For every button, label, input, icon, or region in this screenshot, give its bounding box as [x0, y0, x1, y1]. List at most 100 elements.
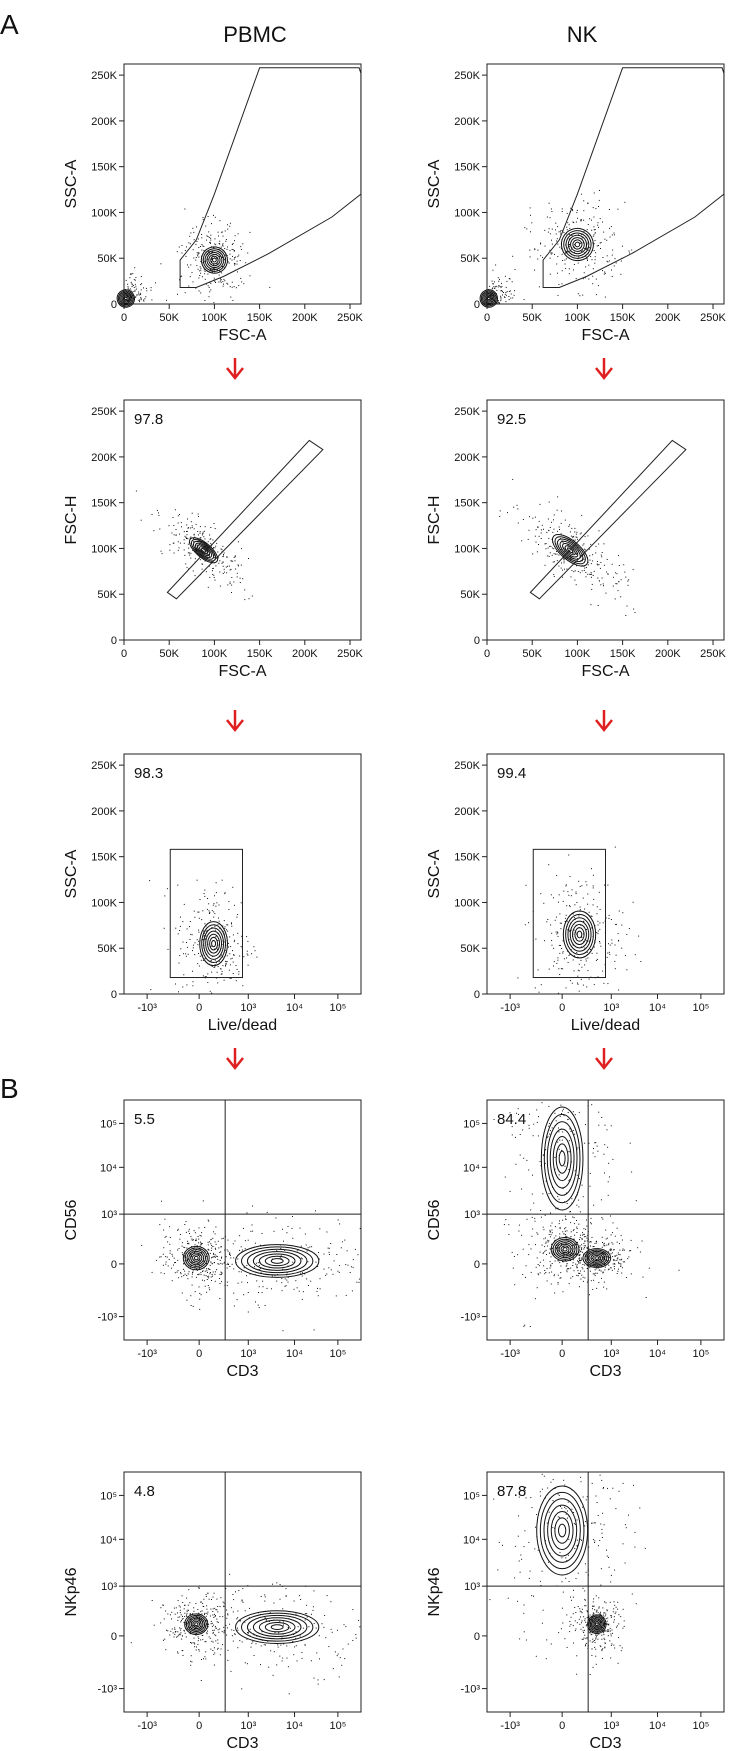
event-dot: [607, 1635, 609, 1637]
x-tick-label: 10⁵: [329, 1002, 346, 1014]
event-dot: [604, 296, 606, 298]
event-dot: [546, 1245, 548, 1247]
event-dot: [211, 269, 213, 271]
event-dot: [572, 551, 574, 553]
y-tick-label: 10⁴: [100, 1162, 117, 1174]
event-dot: [585, 1499, 587, 1501]
event-dot: [579, 886, 581, 887]
contour-ring: [241, 1612, 314, 1642]
event-dot: [315, 1627, 317, 1629]
event-dot: [569, 1259, 571, 1261]
event-dot: [594, 1522, 596, 1523]
event-dot: [614, 258, 616, 260]
event-dot: [574, 1133, 576, 1135]
event-dot: [566, 1263, 568, 1264]
event-dot: [571, 982, 573, 984]
contour-ring: [592, 1619, 602, 1629]
event-dot: [317, 1287, 318, 1289]
contour-ring: [552, 1238, 578, 1260]
event-dot: [198, 965, 200, 967]
event-dot: [536, 1287, 538, 1289]
event-dot: [582, 1264, 584, 1265]
event-dot: [593, 226, 595, 228]
event-dot: [557, 226, 559, 228]
event-dot: [591, 1257, 593, 1259]
event-dot: [557, 1274, 559, 1276]
event-dot: [309, 1246, 311, 1248]
event-dot: [562, 1256, 564, 1258]
event-dot: [213, 577, 215, 578]
event-dot: [585, 255, 587, 257]
event-dot: [571, 1253, 573, 1254]
event-dot: [630, 1250, 632, 1252]
event-dot: [583, 219, 585, 221]
event-dot: [195, 287, 197, 289]
event-dot: [201, 1613, 203, 1615]
y-tick-label: 10⁵: [100, 1118, 117, 1130]
event-dot: [140, 297, 142, 298]
event-dot: [187, 1243, 188, 1245]
event-dot: [228, 909, 230, 910]
event-dot: [564, 259, 566, 261]
event-dot: [201, 1243, 203, 1244]
event-dot: [208, 1287, 210, 1289]
event-dot: [561, 922, 562, 924]
event-dot: [563, 558, 564, 560]
event-dot: [127, 283, 129, 285]
event-dot: [227, 246, 228, 248]
event-dot: [577, 969, 579, 971]
event-dot: [138, 293, 140, 295]
event-dot: [192, 947, 194, 949]
y-axis-label: CD56: [426, 1199, 443, 1240]
event-dot: [591, 229, 593, 231]
event-dot: [185, 1231, 187, 1233]
event-dot: [231, 577, 233, 578]
event-dot: [225, 1624, 227, 1626]
event-dot: [196, 252, 198, 254]
event-dot: [572, 959, 574, 961]
event-dot: [187, 543, 189, 545]
event-dot: [198, 1650, 200, 1652]
event-dot: [621, 1647, 623, 1649]
event-dot: [221, 1631, 223, 1633]
event-dot: [177, 1616, 179, 1618]
event-dot: [522, 1248, 524, 1250]
event-dot: [560, 233, 562, 235]
event-dot: [216, 1269, 218, 1271]
event-dot: [199, 1298, 201, 1300]
event-dot: [296, 1287, 298, 1289]
event-dot: [585, 1521, 587, 1523]
event-dot: [548, 1272, 550, 1274]
event-dot: [195, 257, 197, 258]
event-dot: [231, 584, 233, 586]
event-dot: [213, 574, 215, 576]
event-dot: [204, 270, 206, 272]
event-dot: [610, 1215, 611, 1217]
event-dot: [181, 252, 183, 254]
event-dot: [230, 1257, 232, 1259]
event-dot: [610, 1615, 612, 1617]
event-dot: [586, 1265, 588, 1267]
event-dot: [590, 949, 591, 950]
event-dot: [563, 1253, 565, 1254]
event-dot: [179, 1606, 181, 1608]
event-dot: [206, 1276, 208, 1278]
event-dot: [551, 1232, 553, 1234]
event-dot: [299, 1635, 301, 1637]
event-dot: [554, 1168, 556, 1170]
event-dot: [604, 1269, 606, 1271]
event-dot: [186, 534, 188, 536]
event-dot: [294, 1646, 296, 1648]
event-dot: [211, 1247, 213, 1249]
event-dot: [627, 1258, 629, 1260]
event-dot: [209, 1269, 211, 1270]
event-dot: [489, 285, 491, 287]
event-dot: [580, 946, 582, 948]
event-dot: [202, 954, 204, 956]
event-dot: [595, 959, 597, 961]
event-dot: [604, 1642, 606, 1644]
event-dot: [559, 1277, 561, 1279]
event-dot: [594, 1609, 596, 1611]
event-dot: [240, 1620, 242, 1622]
event-dot: [577, 571, 579, 572]
